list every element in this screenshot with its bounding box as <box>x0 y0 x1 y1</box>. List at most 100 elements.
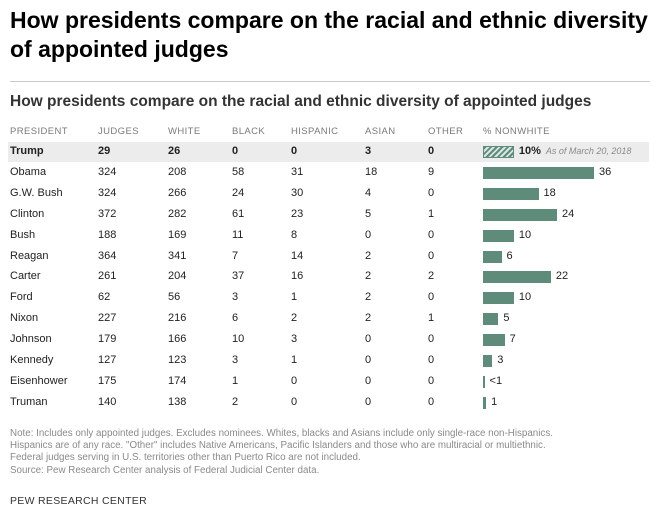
cell-ford-white: 56 <box>168 291 181 304</box>
cell-ford-black: 3 <box>232 291 239 304</box>
cell-truman-asian: 0 <box>365 395 372 408</box>
cell-johnson-president: Johnson <box>10 333 52 346</box>
cell-obama-other: 9 <box>428 165 435 178</box>
cell-reagan-other: 0 <box>428 249 435 262</box>
as-of-note: As of March 20, 2018 <box>545 146 632 156</box>
cell-nixon-other: 1 <box>428 312 435 325</box>
cell-trump-white: 26 <box>168 145 181 157</box>
cell-obama-white: 208 <box>168 165 187 178</box>
cell-carter-white: 204 <box>168 270 187 283</box>
cell-obama-asian: 18 <box>365 165 378 178</box>
bar-label-g-w-bush: 18 <box>543 186 556 199</box>
column-header-black: BLACK <box>232 126 266 137</box>
cell-bush-president: Bush <box>10 228 36 241</box>
bar-g-w-bush <box>483 187 539 200</box>
cell-clinton-white: 282 <box>168 207 187 220</box>
cell-ford-asian: 2 <box>365 291 372 304</box>
bar-label-kennedy: 3 <box>497 354 504 366</box>
bar-label-obama: 36 <box>599 165 612 178</box>
bar-label-bush: 10 <box>518 228 532 241</box>
bar-label-trump: 10% <box>518 145 541 157</box>
cell-kennedy-president: Kennedy <box>10 354 54 366</box>
bar-eisenhower <box>483 375 485 388</box>
cell-trump-president: Trump <box>10 145 44 157</box>
column-header-asian: ASIAN <box>365 126 396 137</box>
cell-kennedy-hispanic: 1 <box>291 354 298 366</box>
bar-trump <box>483 146 514 158</box>
cell-g-w-bush-hispanic: 30 <box>291 186 304 199</box>
bar-nixon <box>483 313 499 326</box>
cell-ford-hispanic: 1 <box>291 291 298 304</box>
cell-johnson-black: 10 <box>232 333 245 346</box>
column-header-judges: JUDGES <box>98 126 139 137</box>
cell-bush-white: 169 <box>168 228 187 241</box>
cell-eisenhower-judges: 175 <box>98 374 117 387</box>
title-divider <box>10 81 650 82</box>
cell-trump-judges: 29 <box>98 145 111 157</box>
cell-carter-asian: 2 <box>365 270 372 283</box>
cell-eisenhower-other: 0 <box>428 374 435 387</box>
bar-label-johnson: 7 <box>509 333 516 346</box>
bar-truman <box>483 396 487 409</box>
note-line-1: Note: Includes only appointed judges. Ex… <box>10 428 553 439</box>
cell-johnson-judges: 179 <box>98 333 117 346</box>
cell-kennedy-black: 3 <box>232 354 239 366</box>
cell-nixon-black: 6 <box>232 312 239 325</box>
cell-nixon-judges: 227 <box>98 312 117 325</box>
cell-reagan-asian: 2 <box>365 249 372 262</box>
cell-nixon-white: 216 <box>168 312 187 325</box>
cell-nixon-asian: 2 <box>365 312 372 325</box>
cell-nixon-hispanic: 2 <box>291 312 298 325</box>
cell-clinton-other: 1 <box>428 207 435 220</box>
cell-truman-hispanic: 0 <box>291 395 298 408</box>
bar-obama <box>483 166 594 179</box>
cell-truman-other: 0 <box>428 395 435 408</box>
cell-clinton-president: Clinton <box>10 207 45 220</box>
bar-bush <box>483 229 514 242</box>
cell-nixon-president: Nixon <box>10 312 39 325</box>
cell-obama-black: 58 <box>232 165 245 178</box>
cell-obama-judges: 324 <box>98 165 117 178</box>
cell-reagan-judges: 364 <box>98 249 117 262</box>
bar-reagan <box>483 250 502 263</box>
cell-truman-president: Truman <box>10 395 48 408</box>
note-line-3: Federal judges serving in U.S. territori… <box>10 452 361 464</box>
cell-ford-president: Ford <box>10 291 33 304</box>
cell-bush-judges: 188 <box>98 228 117 241</box>
cell-eisenhower-white: 174 <box>168 374 187 387</box>
cell-reagan-black: 7 <box>232 249 239 262</box>
cell-g-w-bush-white: 266 <box>168 186 187 199</box>
column-header-president: PRESIDENT <box>10 126 68 137</box>
cell-g-w-bush-other: 0 <box>428 186 435 199</box>
cell-bush-hispanic: 8 <box>291 228 298 241</box>
page-title: How presidents compare on the racial and… <box>10 7 648 62</box>
cell-johnson-other: 0 <box>428 333 435 346</box>
cell-obama-hispanic: 31 <box>291 165 304 178</box>
cell-carter-hispanic: 16 <box>291 270 304 283</box>
cell-clinton-judges: 372 <box>98 207 117 220</box>
cell-g-w-bush-president: G.W. Bush <box>10 186 63 199</box>
cell-eisenhower-president: Eisenhower <box>10 374 68 387</box>
cell-carter-judges: 261 <box>98 270 117 283</box>
bar-johnson <box>483 334 505 347</box>
cell-bush-black: 11 <box>232 228 244 241</box>
column-header-hispanic: HISPANIC <box>291 126 339 137</box>
cell-trump-hispanic: 0 <box>291 145 298 157</box>
bar-carter <box>483 271 551 284</box>
cell-johnson-asian: 0 <box>365 333 372 346</box>
cell-johnson-white: 166 <box>168 333 187 346</box>
cell-trump-other: 0 <box>428 145 435 157</box>
cell-g-w-bush-judges: 324 <box>98 186 117 199</box>
bar-label-eisenhower: <1 <box>489 374 503 387</box>
cell-eisenhower-hispanic: 0 <box>291 374 298 387</box>
column-header-white: WHITE <box>168 126 201 137</box>
cell-g-w-bush-asian: 4 <box>365 186 372 199</box>
cell-kennedy-judges: 127 <box>98 354 117 366</box>
column-header-nonwhite: % NONWHITE <box>483 126 550 137</box>
cell-clinton-black: 61 <box>232 207 245 220</box>
cell-carter-other: 2 <box>428 270 435 283</box>
cell-trump-asian: 3 <box>365 145 372 157</box>
cell-g-w-bush-black: 24 <box>232 186 245 199</box>
cell-ford-judges: 62 <box>98 291 111 304</box>
